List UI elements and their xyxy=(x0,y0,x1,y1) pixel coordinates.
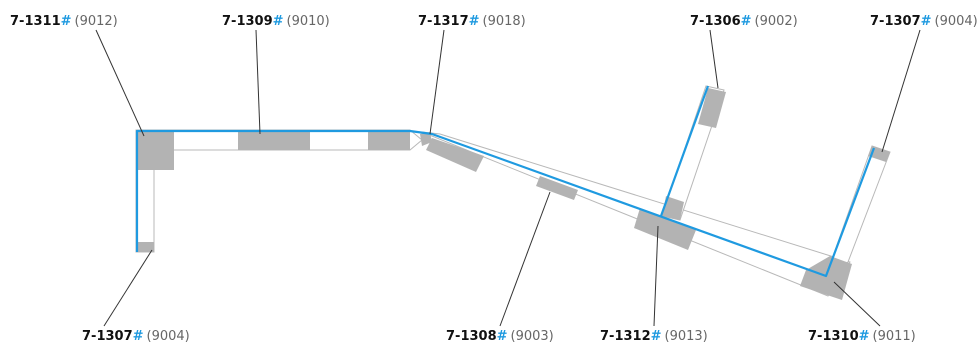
leader-7-1311 xyxy=(95,29,145,137)
leader-7-1307-top xyxy=(881,29,921,153)
callout-labels: 7-1311# (9012) 7-1309# (9010) 7-1317# (9018… xyxy=(10,14,978,344)
label-7-1317: 7-1317# (9018) xyxy=(418,14,526,29)
block-left-bottom xyxy=(136,242,154,252)
leader-7-1306 xyxy=(709,29,719,89)
block-branch-left-top xyxy=(698,88,726,128)
block-joint-small xyxy=(420,132,432,146)
label-7-1308: 7-1308# (9003) xyxy=(446,329,554,344)
block-top-1 xyxy=(238,130,310,150)
label-7-1309: 7-1309# (9010) xyxy=(222,14,330,29)
route-path xyxy=(135,129,876,278)
label-7-1310: 7-1310# (9011) xyxy=(808,329,916,344)
leader-7-1310 xyxy=(833,281,881,327)
block-diag-1 xyxy=(426,138,484,172)
corridor-branch-right xyxy=(825,145,891,278)
route-branch-left xyxy=(659,85,710,217)
block-diag-2 xyxy=(536,176,578,200)
block-junction xyxy=(634,208,696,250)
block-branch-left-base xyxy=(662,196,684,220)
corridor-outlines xyxy=(135,85,891,297)
label-7-1306: 7-1306# (9002) xyxy=(690,14,798,29)
leader-7-1312 xyxy=(653,225,659,327)
leader-7-1308 xyxy=(499,191,551,327)
label-7-1307-bottom: 7-1307# (9004) xyxy=(82,329,190,344)
block-corner-left xyxy=(136,130,174,170)
leader-7-1307-bottom xyxy=(103,249,153,327)
label-7-1307-top: 7-1307# (9004) xyxy=(870,14,978,29)
leader-7-1309 xyxy=(255,29,261,135)
block-corner-right xyxy=(800,256,852,300)
leader-lines xyxy=(95,29,921,327)
segment-blocks xyxy=(136,88,890,300)
label-7-1311-top-left: 7-1311# (9012) xyxy=(10,14,118,29)
leader-7-1317 xyxy=(429,29,445,135)
label-7-1312: 7-1312# (9013) xyxy=(600,329,708,344)
corridor-diagonal-main xyxy=(421,131,851,297)
block-top-2 xyxy=(368,130,410,150)
